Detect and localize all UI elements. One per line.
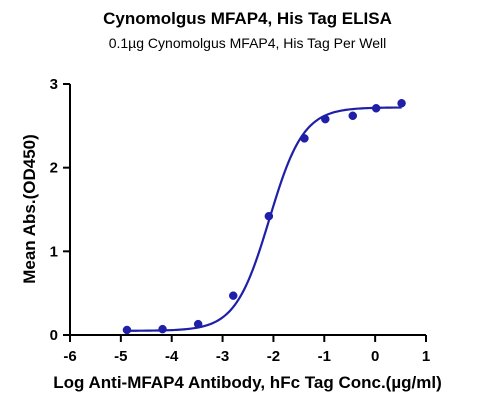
x-tick-label: 1 <box>422 348 430 365</box>
data-points <box>122 98 406 335</box>
data-point <box>397 98 406 108</box>
x-axis-ticks: -6 -5 -4 -3 -2 -1 0 1 <box>63 335 430 365</box>
x-tick-label: -6 <box>63 348 76 365</box>
data-point <box>321 114 330 124</box>
x-tick-label: -4 <box>165 348 179 365</box>
y-tick-label: 2 <box>50 160 58 177</box>
data-point <box>264 211 274 221</box>
fit-curve <box>126 106 402 332</box>
x-tick-label: -2 <box>267 348 280 365</box>
y-axis-title: Mean Abs.(OD450) <box>20 134 39 284</box>
data-point <box>300 134 309 143</box>
y-tick-label: 0 <box>50 327 58 344</box>
x-tick-label: -5 <box>114 348 127 365</box>
data-point <box>193 319 203 329</box>
data-point <box>158 324 167 334</box>
data-point <box>371 104 381 113</box>
x-axis-title: Log Anti-MFAP4 Antibody, hFc Tag Conc.(µ… <box>53 373 441 392</box>
chart-subtitle: 0.1µg Cynomolgus MFAP4, His Tag Per Well <box>109 35 387 51</box>
x-tick-label: -3 <box>216 348 229 365</box>
x-tick-label: 0 <box>371 348 379 365</box>
data-point <box>122 325 132 335</box>
data-point <box>229 291 238 300</box>
data-point <box>348 111 358 121</box>
y-axis-ticks: 0 1 2 3 <box>50 76 70 344</box>
x-tick-label: -1 <box>318 348 331 365</box>
chart-title: Cynomolgus MFAP4, His Tag ELISA <box>103 9 392 28</box>
y-tick-label: 3 <box>50 76 58 93</box>
y-tick-label: 1 <box>50 243 58 260</box>
